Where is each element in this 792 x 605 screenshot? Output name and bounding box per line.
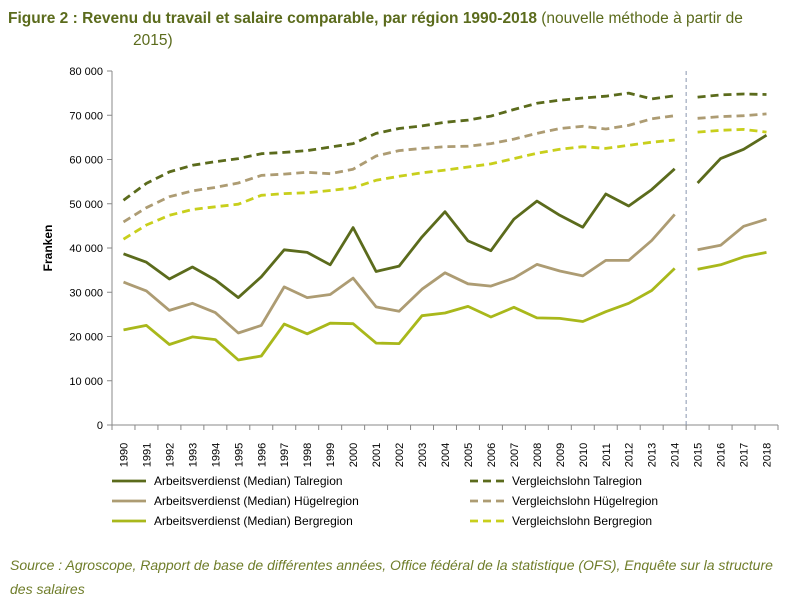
x-tick-label: 2002 xyxy=(394,443,406,467)
chart-title-normal: (nouvelle méthode à partir de xyxy=(536,10,743,27)
x-tick-label: 1998 xyxy=(302,443,314,467)
legend-label: Vergleichslohn Talregion xyxy=(512,474,642,488)
x-tick-label: 2018 xyxy=(762,443,774,467)
x-tick-label: 1995 xyxy=(233,443,245,467)
y-axis-label: Franken xyxy=(41,225,55,272)
x-tick-label: 2016 xyxy=(716,443,728,467)
x-tick-label: 1990 xyxy=(118,443,130,467)
chart-axes: 0 10 000 20 000 30 000 40 000 50 000 60 000 70 … xyxy=(41,66,779,467)
series-line xyxy=(697,92,767,99)
x-tick-label: 2013 xyxy=(647,443,659,467)
line-chart: 0 10 000 20 000 30 000 40 000 50 000 60 000 70 … xyxy=(41,66,779,528)
x-tick-label: 2012 xyxy=(624,443,636,467)
legend-label: Vergleichslohn Bergregion xyxy=(512,514,652,528)
x-tick-label: 1994 xyxy=(210,443,222,467)
series-line xyxy=(697,128,767,134)
legend-label: Arbeitsverdienst (Median) Hügelregion xyxy=(154,494,359,508)
series-line xyxy=(122,91,675,202)
series-line xyxy=(123,167,676,299)
x-tick-label: 1992 xyxy=(164,443,176,467)
source-note: Source : Agroscope, Rapport de base de d… xyxy=(10,557,773,597)
chart-title-line2: 2015) xyxy=(133,32,173,49)
y-tick-label: 80 000 xyxy=(69,66,103,78)
x-tick-label: 1997 xyxy=(279,443,291,467)
x-tick-label: 2005 xyxy=(463,443,475,467)
x-tick-label: 2008 xyxy=(532,443,544,467)
x-tick-label: 2001 xyxy=(371,443,383,467)
x-tick-label: 2011 xyxy=(601,443,613,467)
series-line xyxy=(696,134,768,184)
chart-title: Figure 2 : Revenu du travail et salaire … xyxy=(8,8,786,52)
y-tick-label: 50 000 xyxy=(69,199,103,211)
y-tick-label: 30 000 xyxy=(69,287,103,299)
series-line xyxy=(697,251,767,271)
x-tick-label: 1993 xyxy=(187,443,199,467)
x-tick-label: 2004 xyxy=(440,443,452,467)
y-tick-label: 10 000 xyxy=(69,376,103,388)
x-tick-label: 2015 xyxy=(693,443,705,467)
x-tick-label: 2006 xyxy=(486,443,498,467)
series-line xyxy=(123,267,676,362)
legend-label: Arbeitsverdienst (Median) Bergregion xyxy=(154,514,353,528)
x-tick-label: 1996 xyxy=(256,443,268,467)
series-line xyxy=(697,217,767,252)
chart-title-bold: Figure 2 : Revenu du travail et salaire … xyxy=(8,10,537,27)
x-tick-label: 2014 xyxy=(670,443,682,467)
x-tick-label: 1999 xyxy=(325,443,337,467)
x-tick-label: 2010 xyxy=(578,443,590,467)
x-tick-label: 2003 xyxy=(417,443,429,467)
x-tick-label: 2000 xyxy=(348,443,360,467)
series-line xyxy=(122,138,675,241)
y-tick-label: 40 000 xyxy=(69,243,103,255)
chart-series xyxy=(122,91,768,362)
y-tick-label: 70 000 xyxy=(69,110,103,122)
series-line xyxy=(697,112,767,120)
series-line xyxy=(122,213,676,335)
series-line xyxy=(122,114,675,224)
x-tick-label: 2007 xyxy=(509,443,521,467)
y-tick-label: 20 000 xyxy=(69,332,103,344)
y-tick-label: 60 000 xyxy=(69,155,103,167)
x-tick-label: 2017 xyxy=(739,443,751,467)
legend-label: Arbeitsverdienst (Median) Talregion xyxy=(154,474,343,488)
chart-legend: Arbeitsverdienst (Median) Talregion Vergl… xyxy=(112,474,658,528)
x-tick-label: 1991 xyxy=(141,443,153,467)
x-tick-label: 2009 xyxy=(555,443,567,467)
y-tick-label: 0 xyxy=(97,420,103,432)
legend-label: Vergleichslohn Hügelregion xyxy=(512,494,658,508)
